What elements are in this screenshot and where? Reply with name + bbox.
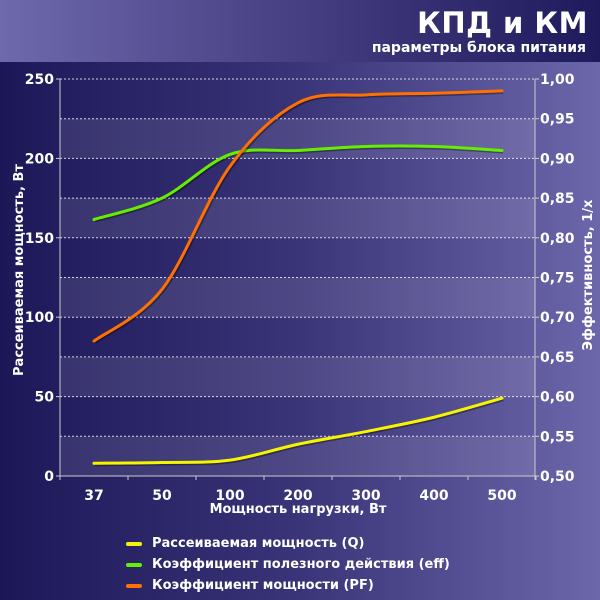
y-tick-label-right: 1,00 (540, 72, 575, 88)
y-tick-label-right: 0,75 (540, 271, 575, 287)
chart-title: КПД и КМ (417, 6, 588, 40)
grid-band (60, 198, 535, 238)
y-tick-label-right: 0,70 (540, 310, 575, 326)
x-tick-label: 100 (215, 488, 244, 504)
legend-label: Коэффициент мощности (PF) (152, 578, 374, 593)
y-axis-right-label: Эффективность, 1/x (581, 199, 596, 350)
x-axis-label: Мощность нагрузки, Вт (210, 502, 387, 517)
series-line-2 (92, 89, 504, 343)
grid-band (60, 356, 535, 397)
chart-subtitle: параметры блока питания (371, 40, 586, 56)
legend-item: Коэффициент мощности (PF) (126, 575, 450, 596)
y-axis-left-label: Рассеиваемая мощность, Вт (12, 164, 27, 376)
y-tick-label-right: 0,95 (540, 112, 575, 128)
y-tick-label-right: 0,85 (540, 191, 575, 207)
legend-label: Рассеиваемая мощность (Q) (152, 536, 365, 551)
x-tick-label: 500 (487, 488, 516, 504)
y-tick-label-right: 0,55 (540, 429, 575, 445)
y-tick-label-right: 0,80 (540, 231, 575, 247)
grid-band (60, 277, 535, 318)
legend: Рассеиваемая мощность (Q) Коэффициент пол… (126, 533, 450, 596)
y-tick-label-right: 0,90 (540, 151, 575, 167)
series-line-1 (92, 144, 504, 222)
y-tick-label-left: 250 (25, 72, 54, 88)
y-tick-label-left: 50 (35, 390, 55, 406)
x-tick-label: 300 (351, 488, 380, 504)
y-tick-label-left: 100 (25, 310, 54, 326)
legend-item: Рассеиваемая мощность (Q) (126, 533, 450, 554)
legend-swatch (126, 541, 142, 546)
grid-band (60, 436, 535, 476)
legend-item: Коэффициент полезного действия (eff) (126, 554, 450, 575)
x-tick-label: 200 (283, 488, 312, 504)
legend-swatch (126, 562, 142, 567)
legend-swatch (126, 583, 142, 588)
header: КПД и КМ параметры блока питания (0, 0, 600, 62)
y-tick-label-right: 0,60 (540, 390, 575, 406)
x-tick-label: 37 (84, 488, 103, 504)
y-tick-label-left: 150 (25, 231, 54, 247)
y-tick-label-right: 0,65 (540, 350, 575, 366)
legend-label: Коэффициент полезного действия (eff) (152, 557, 450, 572)
x-tick-label: 400 (419, 488, 448, 504)
x-tick-label: 50 (152, 488, 172, 504)
y-tick-label-left: 0 (44, 469, 54, 485)
series-line-0 (92, 396, 504, 465)
y-tick-label-right: 0,50 (540, 469, 575, 485)
y-tick-label-left: 200 (25, 151, 54, 167)
